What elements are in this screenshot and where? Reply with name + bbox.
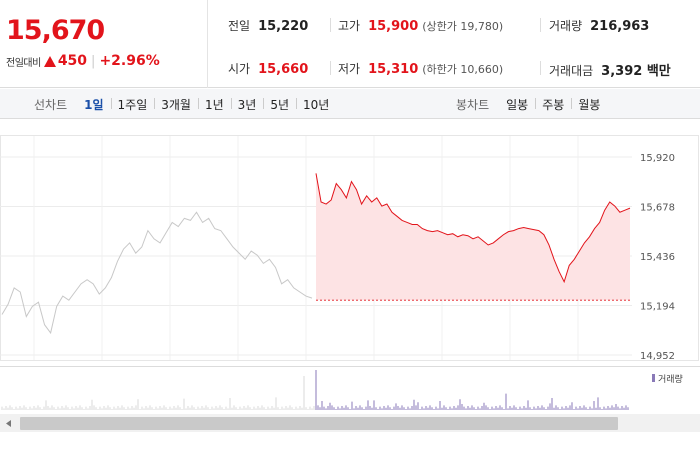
scrollbar-thumb[interactable] bbox=[20, 417, 618, 430]
low-stat: 저가 15,310 (하한가 10,660) bbox=[338, 60, 503, 77]
open-stat: 시가 15,660 bbox=[228, 60, 308, 77]
change-row: 전일대비 450 | +2.96% bbox=[6, 53, 160, 69]
low-label: 저가 bbox=[338, 62, 361, 76]
y-tick-label: 15,194 bbox=[640, 302, 675, 313]
prev-close-value: 15,220 bbox=[258, 19, 309, 34]
high-value: 15,900 bbox=[368, 19, 419, 34]
period-3y[interactable]: 3년 bbox=[230, 96, 264, 113]
divider bbox=[540, 18, 541, 32]
candle-weekly[interactable]: 주봉 bbox=[535, 96, 571, 113]
chart-period-bar: 선차트 1일 1주일 3개월 1년 3년 5년 10년 봉차트 일봉 주봉 월봉 bbox=[0, 89, 700, 119]
price-chart-svg: 15,920 15,678 15,436 15,194 14,952 거래량 bbox=[0, 135, 700, 432]
price-chart: 15,920 15,678 15,436 15,194 14,952 거래량 bbox=[0, 120, 700, 450]
prev-close-stat: 전일 15,220 bbox=[228, 17, 308, 34]
current-price: 15,670 bbox=[6, 15, 105, 46]
period-5y[interactable]: 5년 bbox=[263, 96, 296, 113]
high-label: 고가 bbox=[338, 19, 361, 33]
open-value: 15,660 bbox=[258, 62, 309, 77]
line-chart-periods: 선차트 1일 1주일 3개월 1년 3년 5년 10년 bbox=[34, 89, 336, 119]
today-price-line bbox=[315, 173, 631, 284]
line-chart-title: 선차트 bbox=[34, 97, 68, 112]
divider bbox=[330, 61, 331, 75]
scroll-left-arrow-icon[interactable] bbox=[6, 420, 11, 427]
amount-label: 거래대금 bbox=[549, 64, 594, 78]
volume-legend-swatch bbox=[652, 374, 655, 382]
period-10y[interactable]: 10년 bbox=[296, 96, 336, 113]
change-label: 전일대비 bbox=[6, 57, 41, 69]
divider bbox=[330, 18, 331, 32]
divider bbox=[540, 61, 541, 75]
y-axis-ticks: 15,920 15,678 15,436 15,194 14,952 bbox=[640, 153, 675, 362]
volume-stat: 거래량 216,963 bbox=[549, 17, 649, 34]
y-tick-label: 15,678 bbox=[640, 203, 675, 214]
chart-lines bbox=[1, 173, 631, 335]
prev-close-label: 전일 bbox=[228, 19, 251, 33]
candle-monthly[interactable]: 월봉 bbox=[571, 96, 607, 113]
y-tick-label: 15,436 bbox=[640, 252, 675, 263]
divider: | bbox=[91, 53, 96, 69]
open-label: 시가 bbox=[228, 62, 251, 76]
chart-scrollbar bbox=[0, 414, 700, 432]
upper-limit: (상한가 19,780) bbox=[422, 20, 504, 33]
candle-chart-title: 봉차트 bbox=[456, 97, 490, 112]
volume-legend-label: 거래량 bbox=[658, 373, 683, 385]
above-base-fill bbox=[316, 173, 630, 301]
y-tick-label: 14,952 bbox=[640, 351, 675, 362]
y-tick-label: 15,920 bbox=[640, 153, 675, 164]
volume-chart: 거래량 bbox=[0, 366, 700, 410]
chart-fill-area bbox=[316, 173, 630, 301]
chart-frame bbox=[0, 135, 699, 361]
period-1d[interactable]: 1일 bbox=[84, 97, 104, 112]
change-value: 450 bbox=[57, 53, 88, 69]
change-rate: +2.96% bbox=[99, 53, 160, 69]
period-1y[interactable]: 1년 bbox=[197, 96, 231, 113]
price-summary: 15,670 전일대비 450 | +2.96% bbox=[0, 0, 208, 88]
amount-value: 3,392 백만 bbox=[601, 64, 671, 79]
candle-chart-periods: 봉차트 일봉 주봉 월봉 bbox=[456, 89, 607, 119]
lower-limit: (하한가 10,660) bbox=[422, 63, 504, 76]
low-value: 15,310 bbox=[368, 62, 419, 77]
high-stat: 고가 15,900 (상한가 19,780) bbox=[338, 17, 503, 34]
quote-header: 15,670 전일대비 450 | +2.96% 전일 15,220 고가 15… bbox=[0, 0, 700, 88]
up-triangle-icon bbox=[43, 55, 56, 67]
period-3m[interactable]: 3개월 bbox=[154, 96, 198, 113]
period-1w[interactable]: 1주일 bbox=[110, 96, 155, 113]
prev-day-price-line bbox=[1, 211, 313, 335]
volume-label: 거래량 bbox=[549, 19, 583, 33]
candle-daily[interactable]: 일봉 bbox=[506, 97, 529, 112]
amount-stat: 거래대금 3,392 백만 bbox=[549, 60, 671, 79]
volume-value: 216,963 bbox=[590, 19, 650, 34]
